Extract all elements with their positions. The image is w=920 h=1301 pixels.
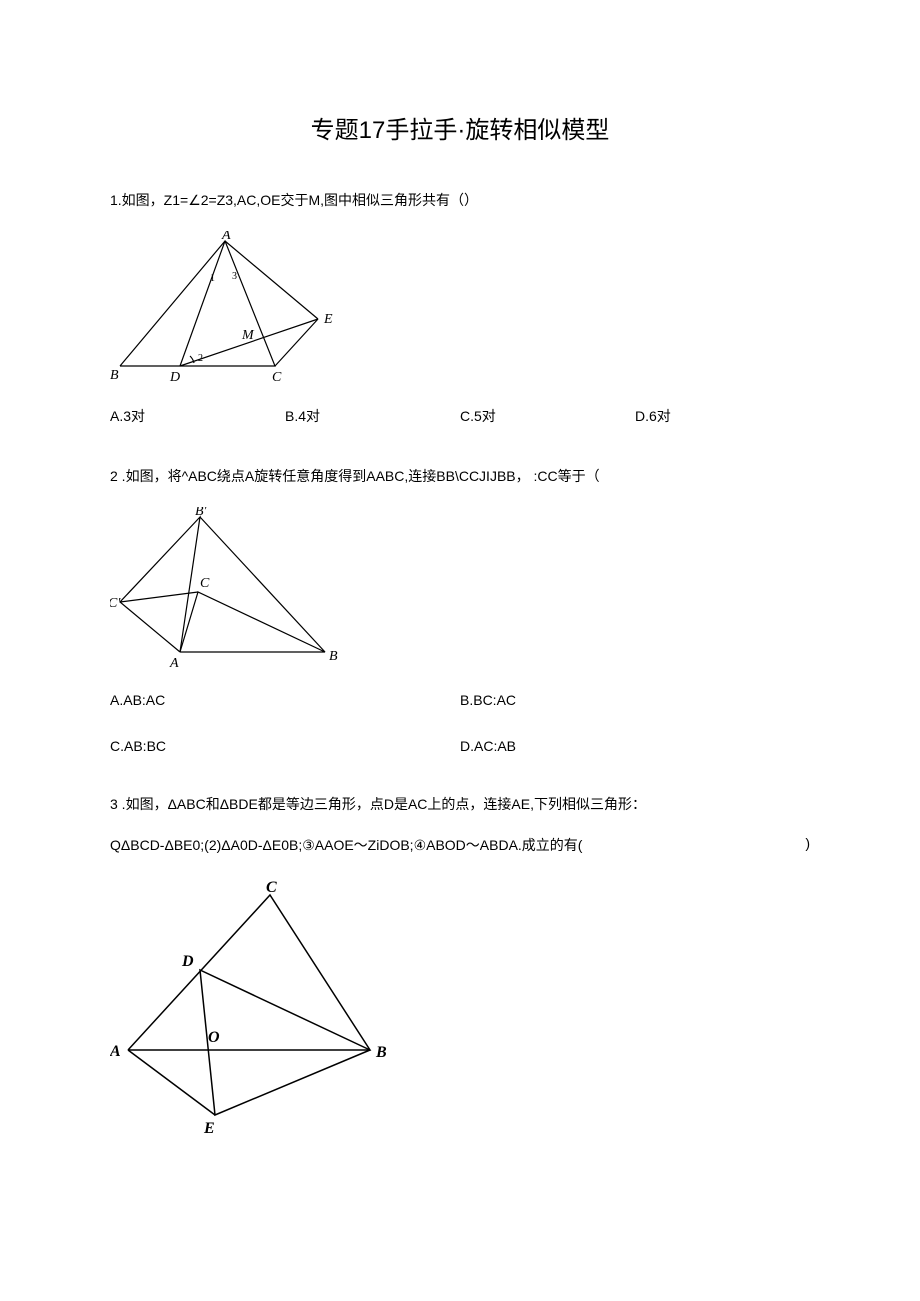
svg-text:2: 2 <box>198 353 203 364</box>
label-e3: E <box>203 1120 215 1137</box>
q3-text: 3 .如图，ΔABC和ΔBDE都是等边三角形，点D是AC上的点，连接AE,下列相… <box>110 794 810 815</box>
label-b3: B <box>375 1044 387 1061</box>
label-d: D <box>169 370 180 385</box>
page-title: 专题17手拉手·旋转相似模型 <box>110 110 810 145</box>
label-a: A <box>221 231 231 243</box>
label-bp: B' <box>195 507 208 519</box>
label-d3: D <box>181 953 194 970</box>
label-c2: C <box>200 576 210 591</box>
q3-text2-left: QΔBCD-ΔBE0;(2)ΔA0D-ΔE0B;③AAOE～ZiDOB;④ABO… <box>110 835 582 855</box>
label-cp: C' <box>110 596 121 611</box>
svg-text:3: 3 <box>232 271 237 282</box>
q1-option-b: B.4对 <box>285 406 460 426</box>
label-b: B <box>110 368 119 383</box>
q3-text2-right: ) <box>805 835 810 855</box>
q2-option-c: C.AB:BC <box>110 738 460 754</box>
label-a2: A <box>169 656 179 671</box>
q2-figure: B' C' C A B <box>110 507 810 672</box>
svg-text:1: 1 <box>210 273 215 284</box>
label-a3: A <box>110 1043 121 1060</box>
q1-option-a: A.3对 <box>110 406 285 426</box>
q3-text-line2: QΔBCD-ΔBE0;(2)ΔA0D-ΔE0B;③AAOE～ZiDOB;④ABO… <box>110 835 810 855</box>
q2-option-d: D.AC:AB <box>460 738 810 754</box>
q3-figure: C D A B O E <box>110 880 810 1140</box>
q1-option-d: D.6对 <box>635 406 810 426</box>
q2-text: 2 .如图，将^ABC绕点A旋转任意角度得到AABC,连接BB\CCJIJBB，… <box>110 466 810 487</box>
q2-options: A.AB:AC B.BC:AC C.AB:BC D.AC:AB <box>110 692 810 754</box>
label-e: E <box>323 312 333 327</box>
label-o3: O <box>208 1029 220 1046</box>
label-b2: B <box>329 649 338 664</box>
label-c: C <box>272 370 282 385</box>
q1-figure: A B D C E M 1 3 2 <box>110 231 810 386</box>
q2-option-b: B.BC:AC <box>460 692 810 708</box>
q1-option-c: C.5对 <box>460 406 635 426</box>
q1-options: A.3对 B.4对 C.5对 D.6对 <box>110 406 810 426</box>
label-c3: C <box>266 880 277 896</box>
label-m: M <box>241 328 255 343</box>
q1-text: 1.如图，Z1=∠2=Z3,AC,OE交于M,图中相似三角形共有（） <box>110 190 810 211</box>
q2-option-a: A.AB:AC <box>110 692 460 708</box>
